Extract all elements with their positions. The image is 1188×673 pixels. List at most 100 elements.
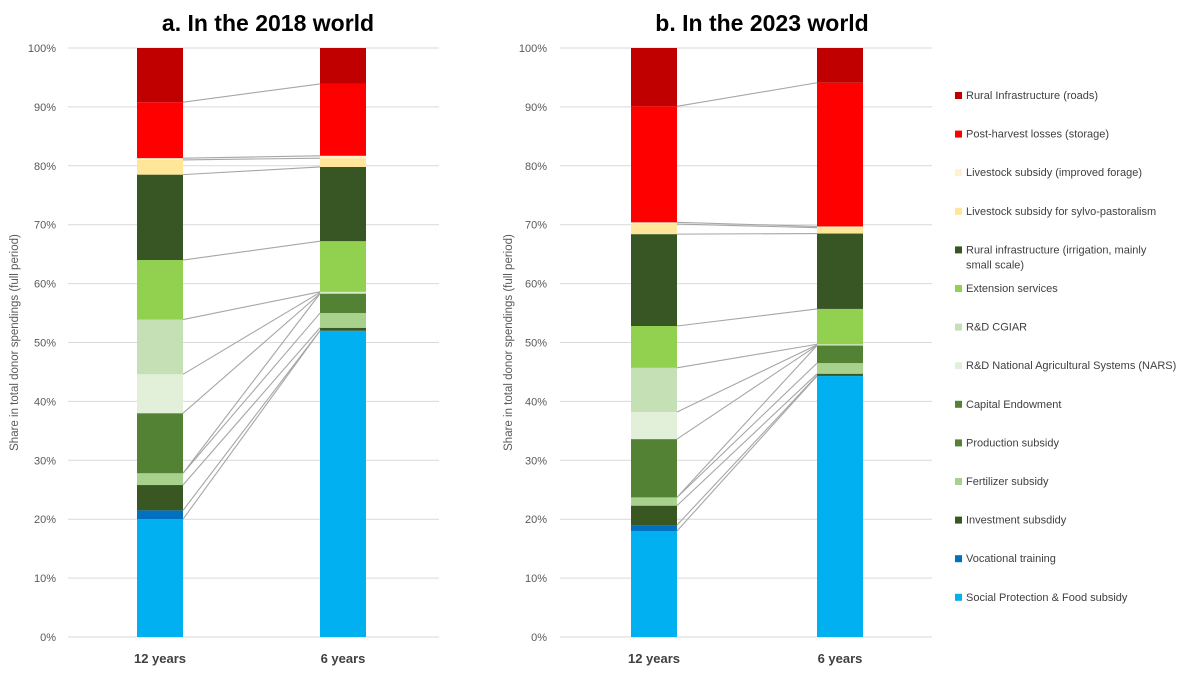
x-category-label: 6 years [818, 651, 863, 666]
legend-swatch [955, 246, 962, 254]
legend-label: Rural infrastructure (irrigation, mainly [966, 244, 1147, 256]
legend-item-post-harvest-losses-storage: Post-harvest losses (storage) [955, 129, 1109, 141]
bar-segment-vocational-training [137, 510, 183, 520]
legend-item-extension-services: Extension services [955, 283, 1058, 295]
legend-item-livestock-subsidy-improved-forage: Livestock subsidy (improved forage) [955, 167, 1142, 179]
x-category-label: 12 years [628, 651, 680, 666]
bar-segment-livestock-subsidy-for-sylvo-pastoralism [320, 158, 366, 167]
legend-label: R&D National Agricultural Systems (NARS) [966, 360, 1176, 372]
legend-swatch [955, 207, 962, 215]
bar-segment-rural-infrastructure-roads [631, 48, 677, 107]
legend-item-randd-cgiar: R&D CGIAR [955, 322, 1027, 334]
legend-label: Production subsidy [966, 437, 1059, 449]
legend-swatch [955, 130, 962, 138]
connector-line [182, 330, 321, 520]
bar-segment-randd-cgiar [320, 291, 366, 293]
legend-item-social-protection-and-food-subsidy: Social Protection & Food subsidy [955, 592, 1128, 604]
bar-segment-livestock-subsidy-improved-forage [817, 226, 863, 228]
y-tick-label: 70% [34, 220, 56, 232]
y-tick-label: 100% [519, 43, 547, 55]
connector-line [182, 293, 321, 414]
connector-line [182, 330, 321, 511]
y-tick-label: 50% [525, 338, 547, 350]
connector-line [676, 362, 818, 498]
y-tick-label: 30% [34, 455, 56, 467]
legend-item-rural-infrastructure-roads: Rural Infrastructure (roads) [955, 90, 1098, 102]
connector-line [676, 232, 818, 235]
bar-segment-randd-national-agricultural-systems-nars [320, 292, 366, 294]
bar-segment-rural-infrastructure-irrigation-mainly-small-scale [631, 234, 677, 327]
legend-label: Vocational training [966, 553, 1056, 565]
legend-item-rural-infrastructure-irrigation-mainly-small-scale: Rural infrastructure (irrigation, mainly… [955, 244, 1147, 271]
bar-segment-social-protection-and-food-subsidy [137, 519, 183, 637]
bar-segment-capital-endowment [631, 439, 677, 498]
bar-segment-randd-national-agricultural-systems-nars [817, 344, 863, 346]
y-tick-label: 80% [34, 161, 56, 173]
connector-line [676, 344, 818, 440]
legend-item-production-subsidy: Production subsidy [955, 437, 1059, 449]
chart-title: a. In the 2018 world [162, 10, 374, 36]
connector-line [676, 82, 818, 107]
connector-line [676, 375, 818, 526]
connector-line [676, 223, 818, 229]
bar-segment-rural-infrastructure-irrigation-mainly-small-scale [817, 233, 863, 309]
legend-label: Social Protection & Food subsidy [966, 592, 1128, 604]
bar-segment-capital-endowment [137, 413, 183, 474]
bar-segment-rural-infrastructure-irrigation-mainly-small-scale [320, 166, 366, 242]
bar-segment-fertilizer-subsidy [320, 313, 366, 328]
connector-line [182, 157, 321, 161]
y-tick-label: 30% [525, 455, 547, 467]
y-tick-label: 100% [28, 43, 56, 55]
bar-segment-social-protection-and-food-subsidy [817, 376, 863, 637]
connector-line [182, 327, 321, 486]
legend-item-vocational-training: Vocational training [955, 553, 1056, 565]
bar-segment-livestock-subsidy-improved-forage [320, 155, 366, 159]
y-tick-label: 20% [525, 514, 547, 526]
bar-segment-extension-services [631, 326, 677, 368]
legend-label: Extension services [966, 283, 1058, 295]
legend-label: Livestock subsidy (improved forage) [966, 167, 1142, 179]
bar-segment-post-harvest-losses-storage [320, 83, 366, 156]
bar-segment-randd-cgiar [137, 319, 183, 375]
legend-label: Rural Infrastructure (roads) [966, 90, 1098, 102]
y-axis-label: Share in total donor spendings (full per… [503, 234, 515, 451]
legend-item-fertilizer-subsidy: Fertilizer subsidy [955, 476, 1049, 488]
bar-segment-post-harvest-losses-storage [137, 102, 183, 159]
legend-swatch [955, 555, 962, 563]
y-axis-label: Share in total donor spendings (full per… [9, 234, 21, 451]
legend: Rural Infrastructure (roads) Post-harvest… [955, 90, 1176, 604]
bar-segment-vocational-training [817, 375, 863, 377]
y-tick-label: 40% [34, 396, 56, 408]
legend-swatch [955, 169, 962, 177]
legend-label: R&D CGIAR [966, 322, 1027, 334]
legend-swatch [955, 285, 962, 292]
connector-line [676, 345, 818, 498]
bar-segment-randd-cgiar [631, 367, 677, 413]
y-tick-label: 90% [34, 102, 56, 114]
legend-swatch [955, 478, 962, 485]
bar-segment-livestock-subsidy-improved-forage [631, 222, 677, 225]
bar-segment-investment-subsdidy [137, 485, 183, 511]
bar-segment-vocational-training [631, 525, 677, 531]
legend-item-capital-endowment: Capital Endowment [955, 399, 1061, 411]
x-category-label: 12 years [134, 651, 186, 666]
chart-title: b. In the 2023 world [655, 10, 868, 36]
y-tick-label: 60% [525, 279, 547, 291]
legend-swatch [955, 400, 962, 408]
y-tick-label: 50% [34, 338, 56, 350]
y-tick-label: 70% [525, 220, 547, 232]
x-category-label: 6 years [321, 651, 366, 666]
connector-line [182, 293, 321, 474]
connector-line [676, 343, 818, 369]
bar-segment-randd-national-agricultural-systems-nars [631, 412, 677, 440]
bar-segment-social-protection-and-food-subsidy [631, 530, 677, 637]
legend-item-investment-subsdidy: Investment subsdidy [955, 515, 1067, 527]
y-tick-label: 40% [525, 396, 547, 408]
connector-line [676, 221, 818, 228]
connector-line [676, 375, 818, 532]
legend-swatch [955, 593, 962, 601]
legend-swatch [955, 323, 962, 331]
panel-a-2018-world: a. In the 2018 world Share in total donor… [9, 10, 439, 666]
bar-segment-extension-services [817, 308, 863, 345]
